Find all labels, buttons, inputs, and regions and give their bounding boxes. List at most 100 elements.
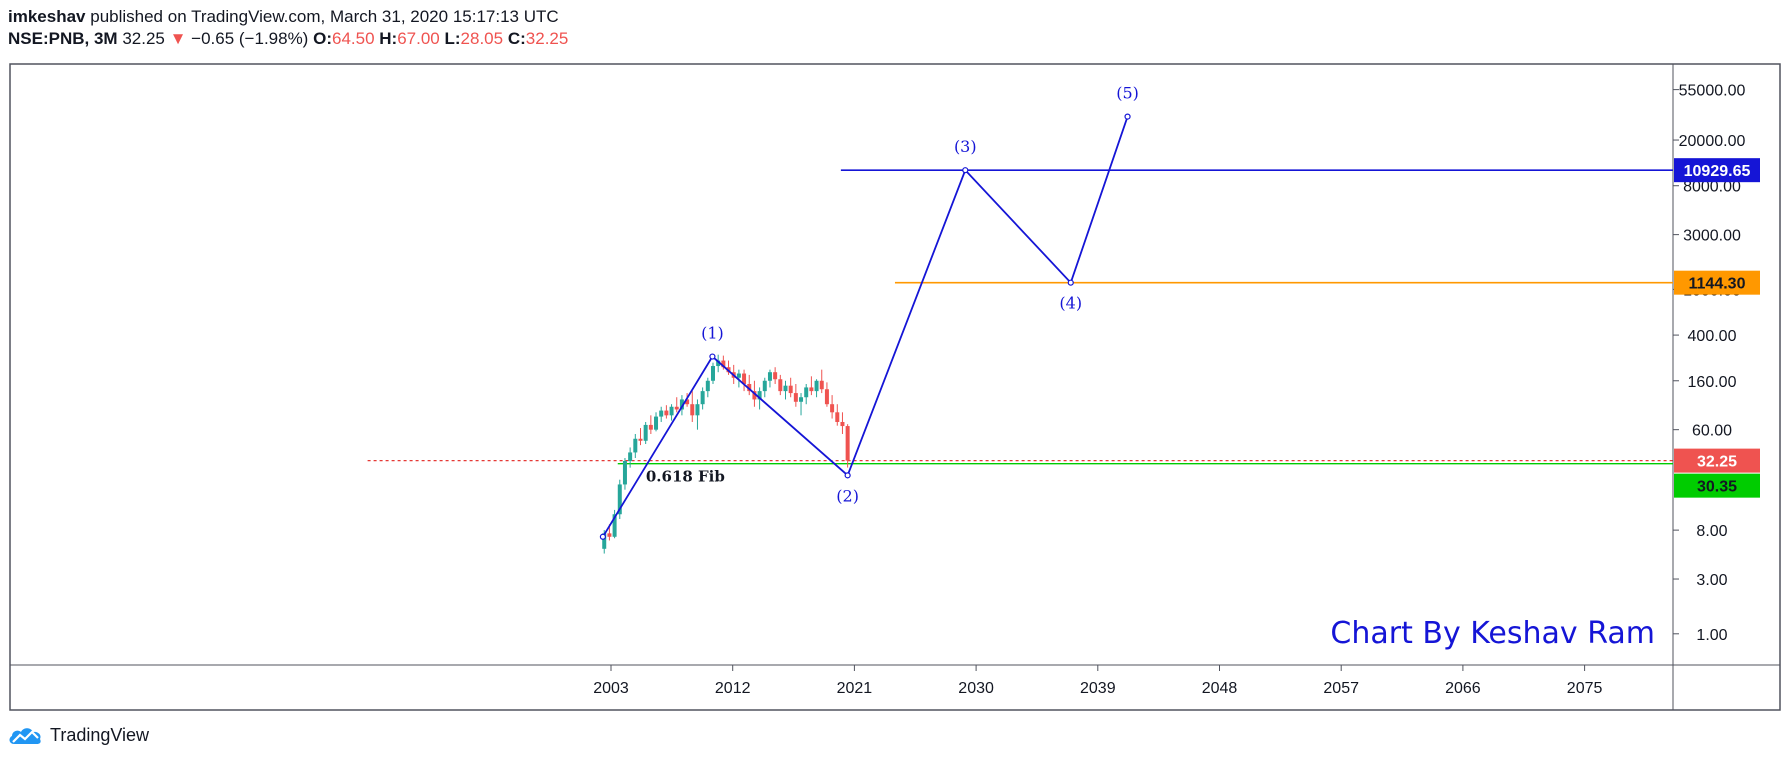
fib-price-tag xyxy=(1674,473,1760,498)
candle-body xyxy=(747,383,752,392)
candle-body xyxy=(664,410,669,416)
candle-body xyxy=(804,387,809,398)
support-price-tag xyxy=(1674,270,1760,295)
candle-body xyxy=(628,452,633,462)
candle-body xyxy=(705,380,710,392)
candle-body xyxy=(721,360,726,368)
fib-price-tag-label: 30.35 xyxy=(1697,479,1737,496)
candle-body xyxy=(840,421,845,427)
candle-body xyxy=(752,391,757,400)
last-price: 32.25 xyxy=(122,29,165,48)
price-change: −0.65 (−1.98%) xyxy=(191,29,309,48)
down-arrow-icon: ▼ xyxy=(169,29,187,48)
candle-body xyxy=(710,366,715,381)
y-tick-label: 20000.00 xyxy=(1679,133,1746,150)
candle-body xyxy=(643,424,648,441)
resistance-price-tag xyxy=(1674,158,1760,183)
candle-body xyxy=(742,373,747,384)
y-tick-label: 3.00 xyxy=(1696,572,1727,589)
chart-border xyxy=(9,63,1781,711)
candle-body xyxy=(700,391,705,405)
y-tick-label: 8.00 xyxy=(1696,523,1727,540)
candle-body xyxy=(622,461,627,485)
wave-point[interactable] xyxy=(599,533,606,540)
candle-body xyxy=(679,399,684,410)
candle-body xyxy=(648,424,653,430)
candle-body xyxy=(778,379,783,392)
x-tick-label: 2066 xyxy=(1445,680,1481,697)
candle-body xyxy=(695,404,700,416)
wave-label: (4) xyxy=(1059,294,1082,313)
candle-body xyxy=(793,393,798,402)
x-tick-label: 2021 xyxy=(837,680,873,697)
low-value: 28.05 xyxy=(460,29,504,48)
candle-body xyxy=(783,385,788,392)
candle-body xyxy=(612,514,617,537)
x-tick-label: 2057 xyxy=(1323,680,1359,697)
candle-body xyxy=(762,380,767,392)
wave-point[interactable] xyxy=(1067,279,1074,286)
y-tick-label: 3000.00 xyxy=(1683,228,1741,245)
candle-body xyxy=(638,438,643,441)
open-label: O: xyxy=(313,29,332,48)
fib-label: 0.618 Fib xyxy=(646,468,725,486)
close-label: C: xyxy=(507,29,526,48)
high-value: 67.00 xyxy=(397,29,440,48)
candle-body xyxy=(654,416,659,430)
candle-body xyxy=(814,380,819,392)
x-tick-label: 2048 xyxy=(1202,680,1238,697)
x-tick-label: 2003 xyxy=(593,680,629,697)
candle-body xyxy=(690,404,695,416)
wave-point[interactable] xyxy=(844,472,851,479)
y-tick-label: 1.00 xyxy=(1696,627,1727,644)
y-tick-label: 8000.00 xyxy=(1683,179,1741,196)
y-tick-label: 60.00 xyxy=(1692,423,1732,440)
candle-body xyxy=(799,397,804,402)
wave-label: (3) xyxy=(954,137,977,156)
candle-body xyxy=(819,380,824,390)
candle-body xyxy=(835,412,840,422)
author-name[interactable]: imkeshav xyxy=(8,7,86,26)
x-tick-label: 2012 xyxy=(715,680,751,697)
candle-body xyxy=(845,426,850,461)
x-tick-label: 2075 xyxy=(1567,680,1603,697)
candle-body xyxy=(830,404,835,413)
wave-point[interactable] xyxy=(962,167,969,174)
candle-body xyxy=(602,533,607,549)
candle-body xyxy=(633,438,638,453)
tradingview-brand: TradingView xyxy=(50,724,150,745)
last-price-price-tag xyxy=(1674,448,1760,473)
tradingview-cloud-icon xyxy=(9,728,41,744)
candle-body xyxy=(788,385,793,394)
candle-body xyxy=(669,406,674,416)
tradingview-footer[interactable]: TradingView xyxy=(8,724,149,746)
wave-point[interactable] xyxy=(709,353,716,360)
wave-point[interactable] xyxy=(1124,113,1131,120)
close-value: 32.25 xyxy=(525,29,569,48)
x-tick-label: 2039 xyxy=(1080,680,1116,697)
candle-body xyxy=(674,406,679,410)
x-tick-label: 2030 xyxy=(958,680,994,697)
candle-body xyxy=(824,389,829,405)
last-price-price-tag-label: 32.25 xyxy=(1697,454,1737,471)
chart-watermark: Chart By Keshav Ram xyxy=(1330,616,1655,651)
candle-body xyxy=(607,533,612,537)
candle-body xyxy=(716,360,721,367)
symbol-label[interactable]: NSE:PNB, 3M xyxy=(8,29,118,48)
candle-body xyxy=(736,373,741,378)
candle-body xyxy=(757,391,762,400)
wave-label: (5) xyxy=(1116,84,1139,103)
y-tick-label: 55000.00 xyxy=(1679,83,1746,100)
candle-body xyxy=(659,410,664,417)
open-value: 64.50 xyxy=(331,29,375,48)
candle-body xyxy=(809,387,814,392)
y-tick-label: 400.00 xyxy=(1688,328,1737,345)
elliott-wave-path[interactable] xyxy=(602,116,1129,538)
candle-body xyxy=(767,372,772,381)
resistance-price-tag-label: 10929.65 xyxy=(1684,163,1751,180)
candle-body xyxy=(773,372,778,380)
high-label: H: xyxy=(379,29,398,48)
published-text: published on TradingView.com, March 31, … xyxy=(90,7,559,26)
candle-body xyxy=(685,399,690,405)
